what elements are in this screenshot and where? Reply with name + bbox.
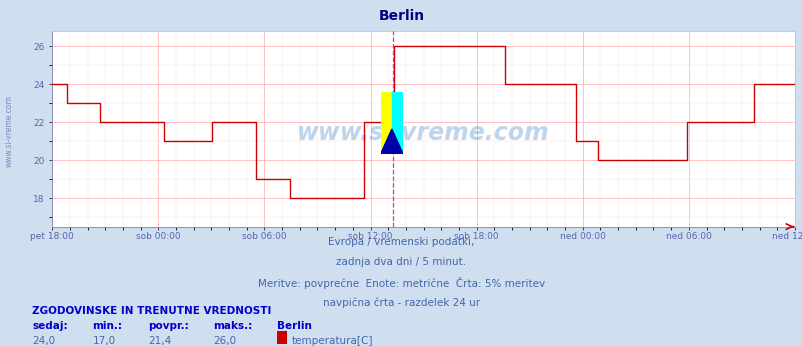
Text: Berlin: Berlin <box>277 321 311 331</box>
Text: Evropa / vremenski podatki,: Evropa / vremenski podatki, <box>328 237 474 247</box>
Text: 24,0: 24,0 <box>32 336 55 346</box>
Text: temperatura[C]: temperatura[C] <box>291 336 372 346</box>
Text: www.si-vreme.com: www.si-vreme.com <box>297 121 549 145</box>
Text: 17,0: 17,0 <box>92 336 115 346</box>
Text: maks.:: maks.: <box>213 321 252 331</box>
Bar <box>380 92 391 154</box>
Text: sedaj:: sedaj: <box>32 321 67 331</box>
Text: navpična črta - razdelek 24 ur: navpična črta - razdelek 24 ur <box>322 297 480 308</box>
Text: povpr.:: povpr.: <box>148 321 189 331</box>
Text: ZGODOVINSKE IN TRENUTNE VREDNOSTI: ZGODOVINSKE IN TRENUTNE VREDNOSTI <box>32 306 271 316</box>
Text: Meritve: povprečne  Enote: metrične  Črta: 5% meritev: Meritve: povprečne Enote: metrične Črta:… <box>257 277 545 289</box>
Polygon shape <box>380 129 403 154</box>
Text: www.si-vreme.com: www.si-vreme.com <box>5 95 14 167</box>
Text: 26,0: 26,0 <box>213 336 236 346</box>
Text: zadnja dva dni / 5 minut.: zadnja dva dni / 5 minut. <box>336 257 466 267</box>
Text: min.:: min.: <box>92 321 122 331</box>
Text: 21,4: 21,4 <box>148 336 172 346</box>
Bar <box>391 92 403 154</box>
Text: Berlin: Berlin <box>378 9 424 22</box>
